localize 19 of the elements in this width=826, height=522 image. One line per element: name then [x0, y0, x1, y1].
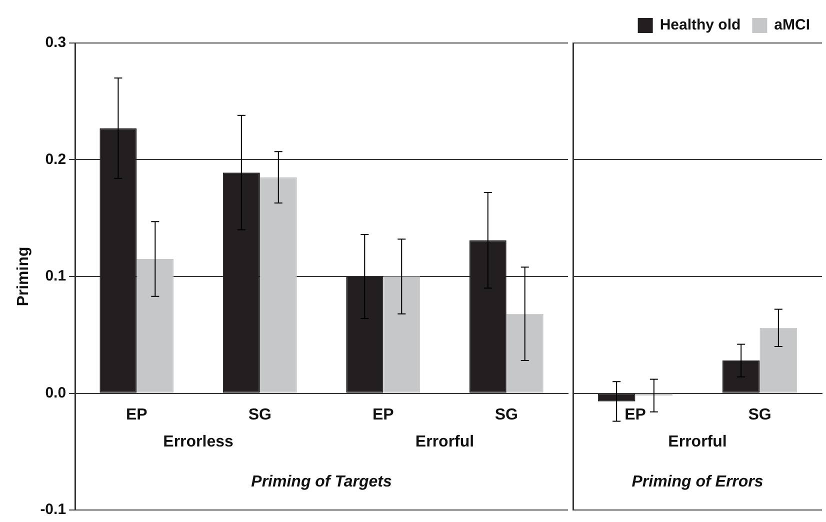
x-tick-label: SG	[748, 406, 772, 424]
annotation: Errorless	[163, 434, 234, 451]
y-axis-title: Priming	[15, 246, 32, 306]
x-tick-label: EP	[372, 406, 394, 424]
x-tick-label: SG	[248, 406, 272, 424]
x-tick-label: SG	[494, 406, 518, 424]
y-tick-label: 0.1	[45, 268, 66, 285]
legend-label: Healthy old	[660, 16, 741, 34]
y-tick-label: -0.1	[40, 501, 66, 518]
annotation: Errorful	[415, 434, 474, 451]
legend-label: aMCI	[774, 16, 810, 34]
annotation: Errorful	[668, 434, 727, 451]
y-tick-label: 0.3	[45, 34, 66, 52]
x-tick-label: EP	[126, 406, 148, 424]
annotation: Priming of Targets	[251, 473, 392, 490]
annotation: Priming of Errors	[632, 473, 764, 490]
y-tick-label: 0.2	[45, 150, 66, 168]
y-tick-label: 0.0	[45, 384, 66, 402]
x-tick-label: EP	[624, 406, 646, 424]
